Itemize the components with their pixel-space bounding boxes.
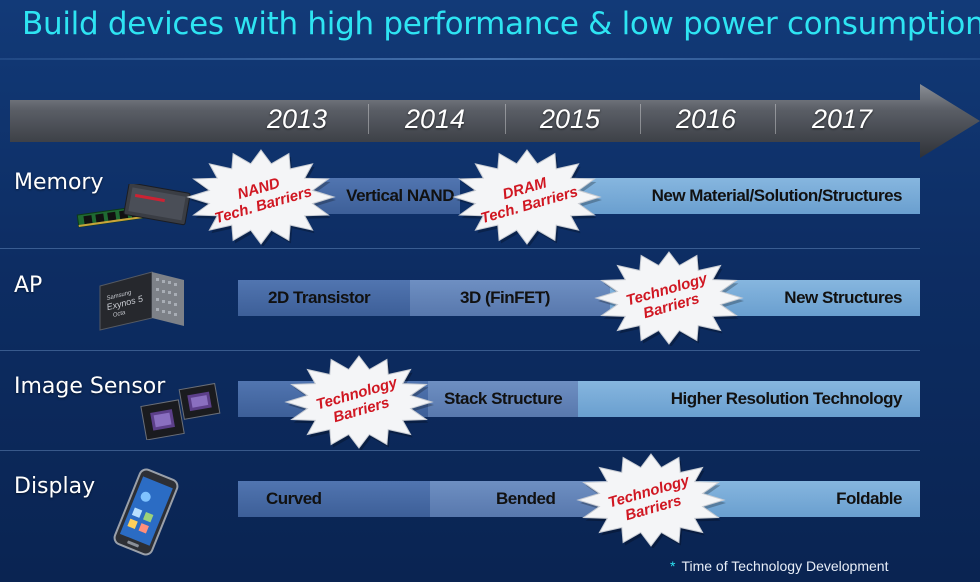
- exynos-chip-icon: Samsung Exynos 5 Octa: [99, 271, 184, 331]
- image-sensor-technology-barriers-burst: Technology Barriers: [284, 354, 434, 450]
- curved-phone-icon: [113, 468, 179, 556]
- memory-segment-new-material: New Material/Solution/Structures: [575, 178, 920, 214]
- ap-technology-barriers-burst: Technology Barriers: [594, 250, 744, 346]
- year-label-2015: 2015: [539, 104, 601, 134]
- timeline-arrow: [10, 84, 980, 158]
- footnote-star: *: [670, 558, 676, 574]
- image-sensor-segment-label: Stack Structure: [444, 389, 563, 408]
- image-sensor-chip-icon: [140, 382, 221, 440]
- ap-segment-label: 3D (FinFET): [460, 288, 550, 307]
- display-segment-label: Bended: [496, 489, 556, 508]
- ssd-and-ram-icon: [76, 184, 191, 228]
- footnote: * Time of Technology Development: [670, 558, 888, 574]
- year-label-2014: 2014: [404, 104, 466, 134]
- row-divider: [0, 350, 920, 351]
- image-sensor-segment-stack-structure: Stack Structure: [428, 381, 578, 417]
- year-separator: [775, 104, 776, 134]
- nand-tech-barriers-burst: NAND Tech. Barriers: [186, 148, 336, 246]
- row-divider: [0, 248, 920, 249]
- year-label-2016: 2016: [675, 104, 737, 134]
- chip-line3-text: Octa: [112, 310, 126, 319]
- ap-segment-label: 2D Transistor: [268, 288, 371, 307]
- page-title: Build devices with high performance & lo…: [22, 6, 980, 42]
- image-sensor-segment-higher-resolution: Higher Resolution Technology: [578, 381, 920, 417]
- row-label-display: Display: [14, 474, 96, 499]
- year-separator: [505, 104, 506, 134]
- row-label-memory: Memory: [14, 170, 104, 195]
- memory-segment-label: New Material/Solution/Structures: [651, 186, 903, 205]
- year-separator: [368, 104, 369, 134]
- image-sensor-segment-label: Higher Resolution Technology: [670, 389, 903, 408]
- year-label-2017: 2017: [811, 104, 873, 134]
- row-label-image-sensor: Image Sensor: [14, 374, 166, 399]
- title-divider: [0, 58, 980, 60]
- year-separator: [640, 104, 641, 134]
- memory-segment-label: Vertical NAND: [346, 186, 454, 205]
- display-segment-label: Foldable: [836, 489, 902, 508]
- display-segment-curved: Curved: [238, 481, 430, 517]
- year-label-2013: 2013: [266, 104, 328, 134]
- footnote-text: Time of Technology Development: [681, 558, 889, 574]
- row-label-ap: AP: [14, 273, 43, 298]
- row-divider: [0, 450, 920, 451]
- ap-segment-2d-transistor: 2D Transistor: [238, 280, 410, 316]
- display-technology-barriers-burst: Technology Barriers: [576, 452, 726, 548]
- dram-tech-barriers-burst: DRAM Tech. Barriers: [452, 148, 602, 246]
- display-segment-label: Curved: [266, 489, 322, 508]
- ap-segment-3d-finfet: 3D (FinFET): [410, 280, 610, 316]
- ap-segment-label: New Structures: [784, 288, 902, 307]
